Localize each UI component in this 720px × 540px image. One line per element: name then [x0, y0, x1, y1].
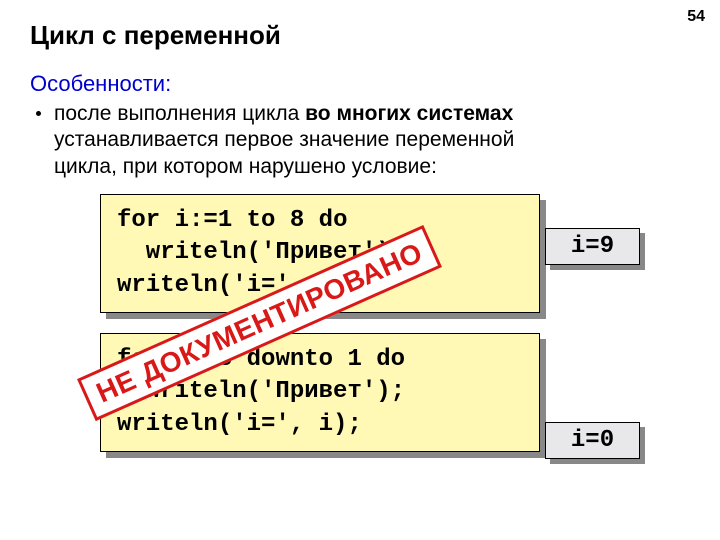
bullet-line3: цикла, при котором нарушено условие: [54, 155, 437, 178]
kw-for: for [117, 207, 160, 234]
result-box-1: i=9 [545, 228, 640, 265]
c1-b: i:=1 [160, 207, 246, 234]
kw-to: to [247, 207, 276, 234]
bullet-line1-plain: после выполнения цикла [54, 102, 305, 125]
kw-do: do [376, 346, 405, 373]
bullet-line2: устанавливается первое значение переменн… [54, 128, 514, 151]
section-subtitle: Особенности: [30, 71, 680, 97]
page-title: Цикл с переменной [30, 20, 680, 51]
result-box-2: i=0 [545, 422, 640, 459]
bullet-text: после выполнения цикла во многих система… [30, 101, 680, 180]
result-value-1: i=9 [545, 228, 640, 265]
kw-downto: downto [247, 346, 333, 373]
c1-d: 8 [275, 207, 318, 234]
kw-do: do [319, 207, 348, 234]
page-number: 54 [687, 8, 705, 26]
c2-d: 1 [333, 346, 376, 373]
c2-l3: writeln('i=', i); [117, 411, 362, 438]
result-value-2: i=0 [545, 422, 640, 459]
bullet-dot-icon [36, 111, 41, 116]
bullet-line1-bold: во многих системах [305, 102, 513, 125]
